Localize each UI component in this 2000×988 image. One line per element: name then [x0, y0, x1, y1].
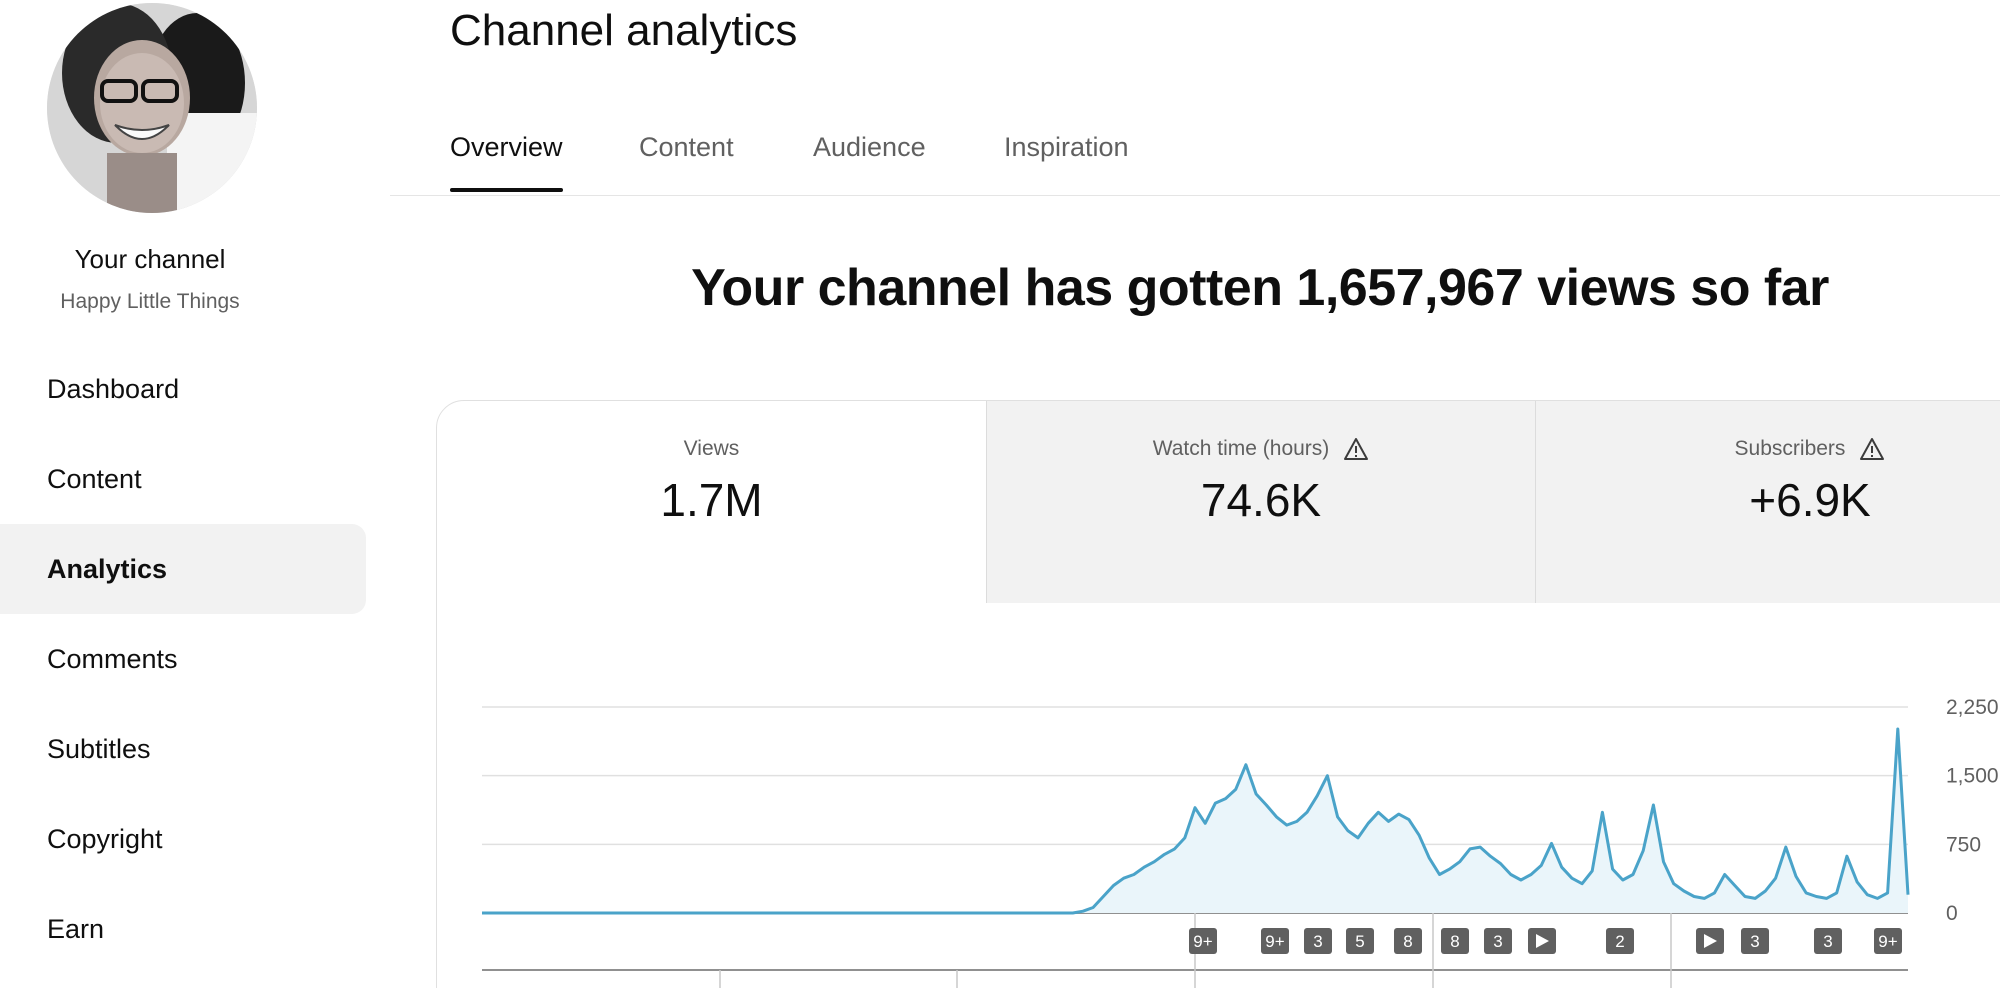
metric-value: +6.9K [1749, 474, 1871, 526]
tab-overview[interactable]: Overview [450, 132, 563, 162]
active-tab-indicator [450, 188, 563, 192]
avatar-image [47, 3, 257, 213]
metric-value: 1.7M [660, 474, 763, 526]
metric-label-text: Subscribers [1734, 437, 1846, 460]
channel-title: Your channel [74, 244, 226, 274]
tab-inspiration[interactable]: Inspiration [1004, 132, 1129, 162]
sidebar-item-label: Analytics [47, 553, 168, 584]
metric-label: Views [437, 437, 986, 461]
sidebar-nav: Dashboard Content Analytics Comments Sub… [0, 344, 366, 974]
tab-content[interactable]: Content [639, 132, 734, 162]
sidebar-item-content[interactable]: Content [0, 434, 366, 524]
metric-label: Subscribers [1536, 437, 2000, 461]
sidebar-item-label: Comments [47, 643, 178, 674]
analytics-card: Views 1.7M Watch time (hours) 74.6K Subs… [436, 400, 2000, 988]
sidebar-item-subtitles[interactable]: Subtitles [0, 704, 366, 794]
avatar[interactable] [47, 3, 257, 213]
sidebar-item-analytics[interactable]: Analytics [0, 524, 366, 614]
metric-label-text: Views [683, 437, 740, 460]
sidebar-item-label: Dashboard [47, 373, 180, 404]
channel-name[interactable]: Happy Little Things [60, 290, 240, 313]
metric-value: 74.6K [1200, 474, 1322, 526]
metric-watch-time[interactable]: Watch time (hours) 74.6K [986, 401, 1535, 603]
warning-icon[interactable] [1343, 437, 1369, 461]
sidebar-item-dashboard[interactable]: Dashboard [0, 344, 366, 434]
views-headline: Your channel has gotten 1,657,967 views … [691, 259, 1829, 317]
sidebar-item-copyright[interactable]: Copyright [0, 794, 366, 884]
sidebar-item-earn[interactable]: Earn [0, 884, 366, 974]
sidebar-item-label: Subtitles [47, 733, 151, 764]
page-title: Channel analytics [450, 6, 798, 55]
warning-icon[interactable] [1859, 437, 1885, 461]
metric-label: Watch time (hours) [987, 437, 1535, 461]
sidebar-item-comments[interactable]: Comments [0, 614, 366, 704]
sidebar-item-label: Earn [47, 913, 105, 944]
tab-audience[interactable]: Audience [813, 132, 926, 162]
sidebar-item-label: Content [47, 463, 142, 494]
sidebar-item-label: Copyright [47, 823, 163, 854]
tab-bar: Overview Content Audience Inspiration [390, 118, 2000, 196]
metric-subscribers[interactable]: Subscribers +6.9K [1535, 401, 2000, 603]
sidebar: Your channel Happy Little Things Dashboa… [0, 0, 390, 988]
metric-views[interactable]: Views 1.7M [437, 401, 986, 603]
metric-label-text: Watch time (hours) [1152, 437, 1330, 460]
